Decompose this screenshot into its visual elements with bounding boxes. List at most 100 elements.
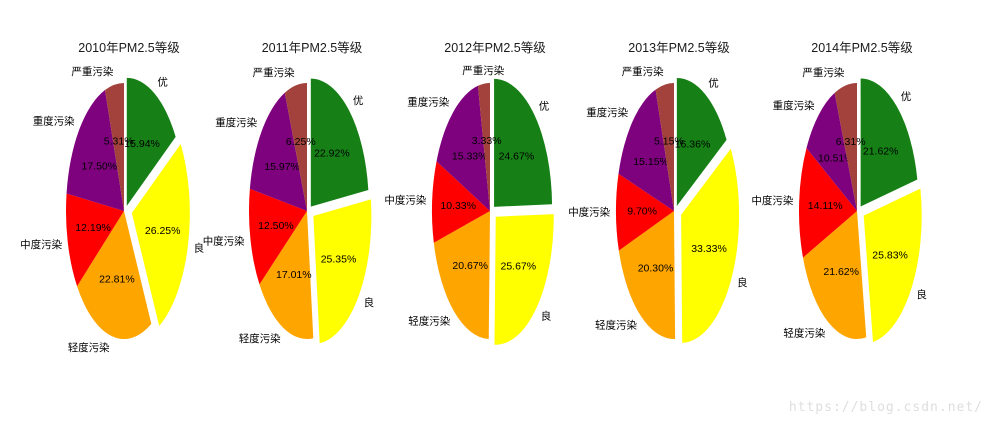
slice-label-良: 良 <box>194 242 205 255</box>
slice-label-重度污染: 重度污染 <box>773 99 815 112</box>
pie-slice-优 <box>494 78 553 207</box>
slice-percent-优: 16.36% <box>675 139 711 151</box>
slice-percent-轻度污染: 17.01% <box>276 269 312 281</box>
slice-percent-中度污染: 9.70% <box>627 206 657 218</box>
pie-chart-2011: 2011年PM2.5等级 22.92% 优 25.35% 良 17.01% 轻度污染 12.5… <box>203 40 374 345</box>
slice-percent-良: 25.67% <box>500 261 536 273</box>
slice-percent-中度污染: 12.50% <box>258 220 294 232</box>
slice-label-中度污染: 中度污染 <box>568 205 610 218</box>
slice-percent-重度污染: 15.15% <box>633 156 669 168</box>
slice-label-中度污染: 中度污染 <box>384 194 426 207</box>
chart-title: 2012年PM2.5等级 <box>444 40 546 55</box>
slice-label-轻度污染: 轻度污染 <box>595 319 637 332</box>
slice-label-严重污染: 严重污染 <box>802 66 844 79</box>
slice-percent-中度污染: 12.19% <box>75 222 111 234</box>
pie-slice-轻度污染 <box>259 211 314 339</box>
pie-slice-重度污染 <box>249 92 307 211</box>
pie-slice-轻度污染 <box>618 211 676 340</box>
slice-percent-优: 22.92% <box>314 148 350 160</box>
pie-slice-严重污染 <box>655 83 674 211</box>
chart-title: 2010年PM2.5等级 <box>78 40 180 55</box>
slice-label-优: 优 <box>708 76 719 89</box>
slice-label-重度污染: 重度污染 <box>407 96 449 109</box>
slice-percent-中度污染: 14.11% <box>808 200 843 212</box>
slice-percent-严重污染: 6.25% <box>286 136 316 148</box>
pie-slice-中度污染 <box>248 188 307 285</box>
slice-label-轻度污染: 轻度污染 <box>783 326 825 339</box>
slice-percent-轻度污染: 22.81% <box>99 274 135 286</box>
slice-percent-优: 24.67% <box>499 151 535 163</box>
slice-label-严重污染: 严重污染 <box>622 65 664 78</box>
pie-slice-轻度污染 <box>77 211 152 339</box>
pie-slice-优 <box>676 77 727 206</box>
slice-label-良: 良 <box>541 309 552 322</box>
pie-slice-严重污染 <box>834 83 857 211</box>
slice-percent-良: 25.35% <box>321 254 357 266</box>
slice-percent-重度污染: 15.97% <box>264 161 300 173</box>
slice-label-严重污染: 严重污染 <box>462 64 504 77</box>
pie-chart-2014: 2014年PM2.5等级 21.62% 优 25.83% 良 21.62% 轻度污染 14.1… <box>751 40 927 342</box>
pie-slice-轻度污染 <box>802 211 867 339</box>
slice-percent-良: 25.83% <box>872 249 908 261</box>
slice-label-轻度污染: 轻度污染 <box>239 332 281 345</box>
pie-slice-轻度污染 <box>433 211 490 339</box>
pie-slice-优 <box>310 78 369 207</box>
slice-percent-严重污染: 6.31% <box>836 136 866 148</box>
pie-slice-中度污染 <box>431 161 490 243</box>
slice-percent-严重污染: 5.31% <box>104 136 134 148</box>
slice-percent-严重污染: 3.33% <box>472 135 502 147</box>
pie-slice-重度污染 <box>436 85 490 211</box>
slice-label-中度污染: 中度污染 <box>203 235 245 248</box>
watermark-url: https://blog.csdn.net/ <box>788 400 983 415</box>
slice-label-良: 良 <box>737 276 748 289</box>
slice-percent-优: 15.94% <box>124 138 160 150</box>
slice-label-重度污染: 重度污染 <box>33 115 75 128</box>
pie-slice-良 <box>681 148 740 343</box>
pie-chart-2013: 2013年PM2.5等级 16.36% 优 33.33% 良 20.30% 轻度污染 9.70… <box>568 40 748 343</box>
slice-label-严重污染: 严重污染 <box>71 65 113 78</box>
chart-title: 2013年PM2.5等级 <box>628 40 730 55</box>
slice-percent-轻度污染: 20.67% <box>452 260 488 272</box>
pie-slice-良 <box>313 199 372 344</box>
slice-percent-重度污染: 17.50% <box>81 160 117 172</box>
slice-percent-良: 26.25% <box>145 225 181 237</box>
slice-label-中度污染: 中度污染 <box>751 194 793 207</box>
slice-label-良: 良 <box>916 288 927 301</box>
slice-label-良: 良 <box>364 296 375 309</box>
slice-percent-良: 33.33% <box>691 243 727 255</box>
slice-percent-轻度污染: 20.30% <box>638 262 674 274</box>
slice-percent-重度污染: 15.33% <box>452 151 488 163</box>
pie-slice-良 <box>494 214 554 345</box>
pie-slice-良 <box>863 188 922 342</box>
pie-slice-优 <box>126 77 176 206</box>
pie-slice-重度污染 <box>806 92 857 211</box>
pie-slice-中度污染 <box>798 148 857 258</box>
pie-slice-优 <box>860 78 918 207</box>
slice-label-优: 优 <box>157 75 168 88</box>
slice-label-中度污染: 中度污染 <box>20 238 62 251</box>
slice-percent-严重污染: 5.15% <box>654 136 684 148</box>
slice-percent-重度污染: 10.51% <box>818 152 854 164</box>
pie-slice-重度污染 <box>618 89 674 211</box>
pie-chart-2010: 2010年PM2.5等级 15.94% 优 26.25% 良 22.81% 轻度污染 12.1… <box>20 40 204 354</box>
pie-chart-2012: 2012年PM2.5等级 24.67% 优 25.67% 良 20.67% 轻度污染 10.3… <box>384 40 554 345</box>
slice-percent-中度污染: 10.33% <box>440 200 476 212</box>
pie-slice-严重污染 <box>477 83 490 211</box>
slice-label-优: 优 <box>353 94 364 107</box>
chart-title: 2011年PM2.5等级 <box>262 40 363 55</box>
pie-slice-严重污染 <box>105 83 124 211</box>
pie-slice-严重污染 <box>284 83 307 211</box>
slice-label-优: 优 <box>539 99 550 112</box>
slice-label-严重污染: 严重污染 <box>253 66 295 79</box>
slice-label-轻度污染: 轻度污染 <box>68 341 110 354</box>
pie-slice-良 <box>131 144 190 326</box>
slice-label-重度污染: 重度污染 <box>215 116 257 129</box>
chart-title: 2014年PM2.5等级 <box>811 40 913 55</box>
slice-percent-优: 21.62% <box>863 146 899 158</box>
pie-slice-中度污染 <box>615 173 674 251</box>
slice-label-优: 优 <box>901 90 912 103</box>
pie-slice-中度污染 <box>66 193 124 287</box>
slice-percent-轻度污染: 21.62% <box>823 266 859 278</box>
